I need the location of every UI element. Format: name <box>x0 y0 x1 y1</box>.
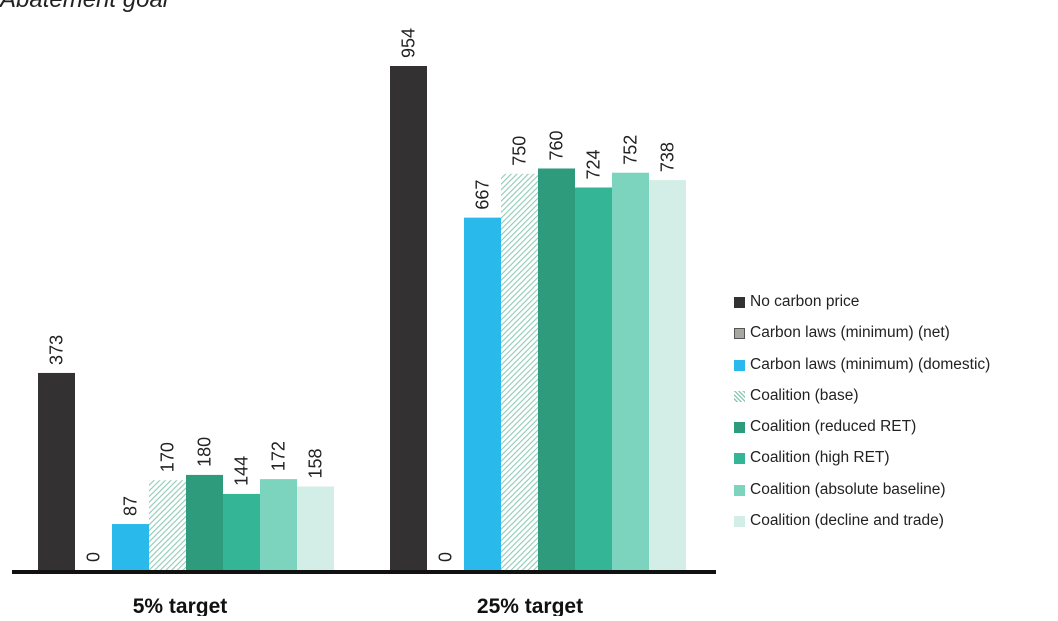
value-label-carbon-laws-minimum-net-25-target: 0 <box>436 552 456 562</box>
category-labels-group: 5% target 25% target <box>133 595 583 618</box>
legend-label-coalition-reduced-ret: Coalition (reduced RET) <box>750 418 917 436</box>
legend-item-coalition-high-ret: Coalition (high RET) <box>734 448 1058 479</box>
bar-coalition-absolute-baseline-5-target <box>260 479 297 570</box>
value-label-carbon-laws-minimum-domestic-5-target: 87 <box>121 496 141 516</box>
bar-carbon-laws-minimum-domestic-25-target <box>464 217 501 571</box>
legend-swatch-carbon-laws-minimum-domestic <box>734 359 745 371</box>
legend-swatch-coalition-base <box>734 390 745 402</box>
category-label-25-target: 25% target <box>477 595 583 616</box>
value-label-coalition-base-5-target: 170 <box>158 442 178 472</box>
legend-label-carbon-laws-minimum-net: Carbon laws (minimum) (net) <box>750 324 950 342</box>
legend-item-carbon-laws-minimum-domestic: Carbon laws (minimum) (domestic) <box>734 355 1058 386</box>
bars-group <box>38 66 686 571</box>
value-label-no-carbon-price-25-target: 954 <box>399 28 419 58</box>
legend-label-coalition-absolute-baseline: Coalition (absolute baseline) <box>750 480 946 498</box>
value-label-coalition-reduced-ret-25-target: 760 <box>547 130 567 160</box>
bar-no-carbon-price-5-target <box>38 372 75 570</box>
value-labels-group: 373 0 87 170 180 144 172 158 954 0 667 750 760 724 752… <box>47 28 678 562</box>
legend-swatch-coalition-reduced-ret <box>734 422 745 434</box>
value-label-coalition-high-ret-5-target: 144 <box>232 456 252 486</box>
category-label-5-target: 5% target <box>133 595 228 616</box>
legend-item-coalition-absolute-baseline: Coalition (absolute baseline) <box>734 480 1058 511</box>
cropped-title: Abatement goal <box>0 0 168 14</box>
bar-coalition-reduced-ret-25-target <box>538 168 575 570</box>
bar-coalition-base-25-target <box>501 173 538 570</box>
legend-swatch-coalition-absolute-baseline <box>734 484 745 496</box>
legend-item-coalition-reduced-ret: Coalition (reduced RET) <box>734 417 1058 448</box>
bar-coalition-base-5-target <box>149 480 186 570</box>
value-label-coalition-base-25-target: 750 <box>510 136 530 166</box>
value-label-no-carbon-price-5-target: 373 <box>47 335 67 365</box>
legend-item-coalition-decline-and-trade: Coalition (decline and trade) <box>734 511 1058 542</box>
value-label-coalition-reduced-ret-5-target: 180 <box>195 437 215 467</box>
legend-swatch-coalition-decline-and-trade <box>734 516 745 528</box>
bar-coalition-absolute-baseline-25-target <box>612 172 649 570</box>
legend-swatch-no-carbon-price <box>734 297 745 308</box>
bar-coalition-high-ret-25-target <box>575 187 612 570</box>
legend-label-coalition-high-ret: Coalition (high RET) <box>750 449 890 467</box>
value-label-coalition-absolute-baseline-5-target: 172 <box>269 441 289 471</box>
legend-label-coalition-base: Coalition (base) <box>750 386 859 404</box>
bar-coalition-high-ret-5-target <box>223 493 260 570</box>
bar-no-carbon-price-25-target <box>390 66 427 570</box>
value-label-coalition-absolute-baseline-25-target: 752 <box>621 135 641 165</box>
legend-label-carbon-laws-minimum-domestic: Carbon laws (minimum) (domestic) <box>750 355 991 373</box>
legend-item-no-carbon-price: No carbon price <box>734 292 1058 323</box>
legend: No carbon price Carbon laws (minimum) (ne… <box>734 292 1058 542</box>
legend-swatch-coalition-high-ret <box>734 453 745 465</box>
bar-carbon-laws-minimum-domestic-5-target <box>112 524 149 570</box>
value-label-coalition-decline-and-trade-5-target: 158 <box>306 448 326 478</box>
value-label-coalition-high-ret-25-target: 724 <box>584 149 604 179</box>
legend-label-coalition-decline-and-trade: Coalition (decline and trade) <box>750 512 944 530</box>
value-label-carbon-laws-minimum-net-5-target: 0 <box>84 552 104 562</box>
value-label-coalition-decline-and-trade-25-target: 738 <box>658 142 678 172</box>
legend-label-no-carbon-price: No carbon price <box>750 293 860 310</box>
legend-swatch-carbon-laws-minimum-net <box>734 328 745 340</box>
bar-coalition-reduced-ret-5-target <box>186 474 223 570</box>
bar-coalition-decline-and-trade-5-target <box>297 486 334 570</box>
legend-item-carbon-laws-minimum-net: Carbon laws (minimum) (net) <box>734 323 1058 354</box>
legend-item-coalition-base: Coalition (base) <box>734 386 1058 417</box>
value-label-carbon-laws-minimum-domestic-25-target: 667 <box>473 180 493 210</box>
bar-coalition-decline-and-trade-25-target <box>649 180 686 570</box>
